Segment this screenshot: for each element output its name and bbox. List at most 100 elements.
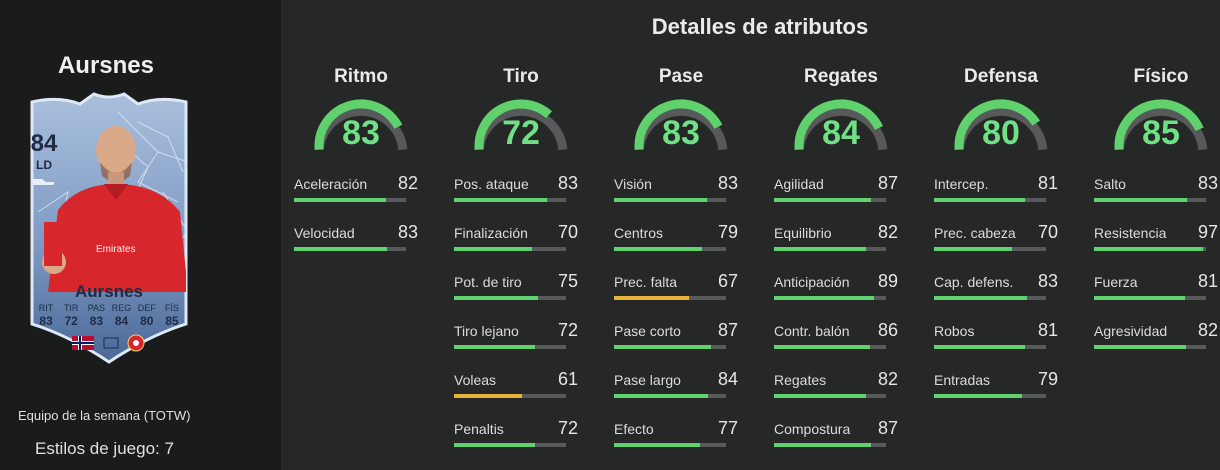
attribute-bar-track: [614, 394, 726, 398]
attribute-bar-track: [294, 247, 406, 251]
attribute-value: 86: [877, 320, 898, 340]
card-stat-abbr: PAS: [87, 303, 106, 313]
category-value: 85: [1142, 114, 1180, 152]
card-stat-value: 80: [140, 314, 154, 328]
attribute-row[interactable]: Agresividad 82: [1094, 320, 1218, 363]
attribute-bar-track: [774, 296, 886, 300]
card-position: LD: [36, 158, 52, 172]
category-gauge: [634, 99, 728, 151]
attribute-row[interactable]: Robos 81: [934, 320, 1058, 363]
attribute-row[interactable]: Pos. ataque 83: [454, 173, 578, 216]
attribute-label: Anticipación: [774, 274, 850, 290]
category-value: 72: [502, 114, 540, 152]
attribute-label: Pase largo: [614, 372, 681, 388]
card-stat-value: 83: [89, 314, 104, 328]
card-stat: FÍS 85: [160, 303, 184, 329]
attribute-label: Agresividad: [1094, 323, 1168, 339]
attribute-bar-fill: [454, 394, 523, 398]
attribute-label: Finalización: [454, 225, 528, 241]
attribute-bar-fill: [294, 198, 386, 202]
playstyles-label[interactable]: Estilos de juego: 7: [35, 439, 174, 458]
card-stat: TIR 72: [59, 303, 83, 329]
gauge-fill: [314, 99, 403, 151]
attribute-row[interactable]: Contr. balón 86: [774, 320, 898, 363]
attribute-value: 82: [877, 222, 898, 242]
attribute-row[interactable]: Entradas 79: [934, 369, 1058, 412]
attribute-row[interactable]: Efecto 77: [614, 418, 738, 461]
attribute-row[interactable]: Agilidad 87: [774, 173, 898, 216]
attribute-row[interactable]: Voleas 61: [454, 369, 578, 412]
attribute-bar-fill: [934, 296, 1027, 300]
card-stat-abbr: RIT: [38, 303, 54, 313]
attribute-value: 82: [397, 173, 418, 193]
attribute-row[interactable]: Prec. falta 67: [614, 271, 738, 314]
attribute-value: 70: [557, 222, 578, 242]
category-name: Regates: [804, 66, 878, 87]
attribute-bar-track: [614, 296, 726, 300]
attribute-row[interactable]: Cap. defens. 83: [934, 271, 1058, 314]
attribute-value: 84: [717, 369, 738, 389]
attribute-row[interactable]: Pase largo 84: [614, 369, 738, 412]
category-name: Tiro: [503, 66, 539, 87]
attribute-row[interactable]: Anticipación 89: [774, 271, 898, 314]
attribute-row[interactable]: Compostura 87: [774, 418, 898, 461]
attribute-row[interactable]: Aceleración 82: [294, 173, 418, 216]
attribute-row[interactable]: Equilibrio 82: [774, 222, 898, 265]
player-panel: Aursnes: [0, 0, 281, 470]
attribute-row[interactable]: Pot. de tiro 75: [454, 271, 578, 314]
player-name-title: Aursnes: [57, 52, 155, 79]
attribute-value: 75: [557, 271, 578, 291]
attribute-row[interactable]: Finalización 70: [454, 222, 578, 265]
attribute-value: 77: [717, 418, 738, 438]
attribute-value: 87: [717, 320, 738, 340]
attribute-row[interactable]: Intercep. 81: [934, 173, 1058, 216]
attribute-label: Tiro lejano: [454, 323, 519, 339]
attribute-row[interactable]: Pase corto 87: [614, 320, 738, 363]
attribute-label: Prec. falta: [614, 274, 678, 290]
attribute-row[interactable]: Regates 82: [774, 369, 898, 412]
attribute-value: 83: [1037, 271, 1058, 291]
card-badges: [72, 334, 145, 352]
category-value: 83: [662, 114, 700, 152]
attribute-bar-track: [1094, 296, 1206, 300]
attribute-row[interactable]: Velocidad 83: [294, 222, 418, 265]
card-stat-abbr: TIR: [63, 303, 79, 313]
attribute-value: 61: [557, 369, 578, 389]
attribute-row[interactable]: Tiro lejano 72: [454, 320, 578, 363]
attribute-bar-track: [454, 296, 566, 300]
category-name: Ritmo: [334, 66, 388, 87]
category-gauge: [794, 99, 888, 151]
boot-icon: [33, 179, 55, 185]
attribute-value: 97: [1197, 222, 1218, 242]
attribute-bar-track: [934, 296, 1046, 300]
attribute-bar-track: [1094, 345, 1206, 349]
attribute-bar-fill: [774, 443, 872, 447]
attribute-bar-fill: [1094, 345, 1186, 349]
attribute-row[interactable]: Resistencia 97: [1094, 222, 1218, 265]
attribute-value: 83: [1197, 173, 1218, 193]
category-gauge: [954, 99, 1048, 151]
card-stat-abbr: REG: [111, 303, 132, 313]
attribute-row[interactable]: Fuerza 81: [1094, 271, 1218, 314]
attribute-row[interactable]: Salto 83: [1094, 173, 1218, 216]
attribute-bar-track: [774, 443, 886, 447]
league-logo-icon: [103, 337, 119, 349]
attribute-row[interactable]: Visión 83: [614, 173, 738, 216]
attribute-label: Efecto: [614, 421, 654, 437]
attribute-label: Pot. de tiro: [454, 274, 522, 290]
attribute-bar-fill: [934, 198, 1025, 202]
attribute-value: 72: [557, 320, 578, 340]
gauge-fill: [1114, 99, 1204, 151]
attribute-row[interactable]: Centros 79: [614, 222, 738, 265]
attribute-bar-track: [774, 345, 886, 349]
attribute-bar-fill: [614, 345, 712, 349]
attribute-bar-track: [454, 443, 566, 447]
attribute-row[interactable]: Penaltis 72: [454, 418, 578, 461]
attribute-value: 83: [397, 222, 418, 242]
card-stat: DEF 80: [135, 303, 159, 329]
attribute-bar-fill: [774, 198, 872, 202]
attribute-value: 70: [1037, 222, 1058, 242]
player-card[interactable]: Emirates 84 LD Aursnes RIT 83 TIR 72 PAS…: [18, 92, 200, 364]
attribute-row[interactable]: Prec. cabeza 70: [934, 222, 1058, 265]
category-name: Pase: [658, 66, 704, 87]
